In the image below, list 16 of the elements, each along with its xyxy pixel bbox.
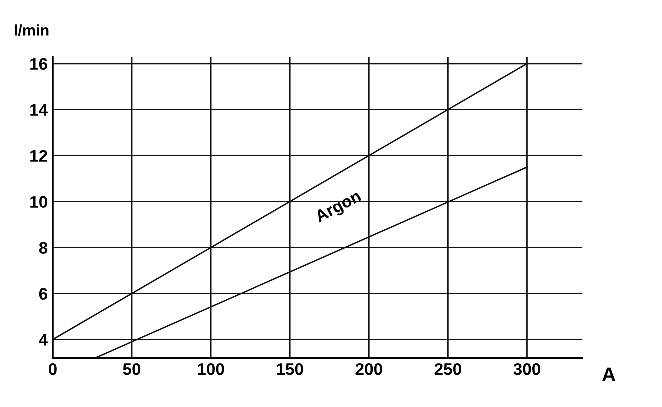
x-tick-label: 150 — [277, 363, 304, 376]
x-axis-title: A — [602, 368, 616, 382]
y-tick-label: 10 — [30, 196, 48, 208]
y-tick-label: 16 — [30, 58, 48, 70]
x-tick-label: 100 — [198, 363, 224, 376]
y-tick-label: 8 — [39, 242, 48, 254]
y-tick-label: 12 — [30, 150, 48, 162]
x-tick-label: 300 — [514, 363, 540, 376]
y-tick-label: 4 — [39, 334, 48, 346]
y-axis-title: l/min — [15, 24, 49, 36]
x-tick-label: 200 — [356, 363, 382, 376]
x-tick-label: 50 — [123, 363, 141, 376]
y-tick-label: 6 — [39, 288, 48, 300]
x-tick-label: 0 — [48, 363, 57, 376]
x-tick-label: 250 — [434, 363, 462, 376]
y-tick-label: 14 — [30, 104, 48, 116]
